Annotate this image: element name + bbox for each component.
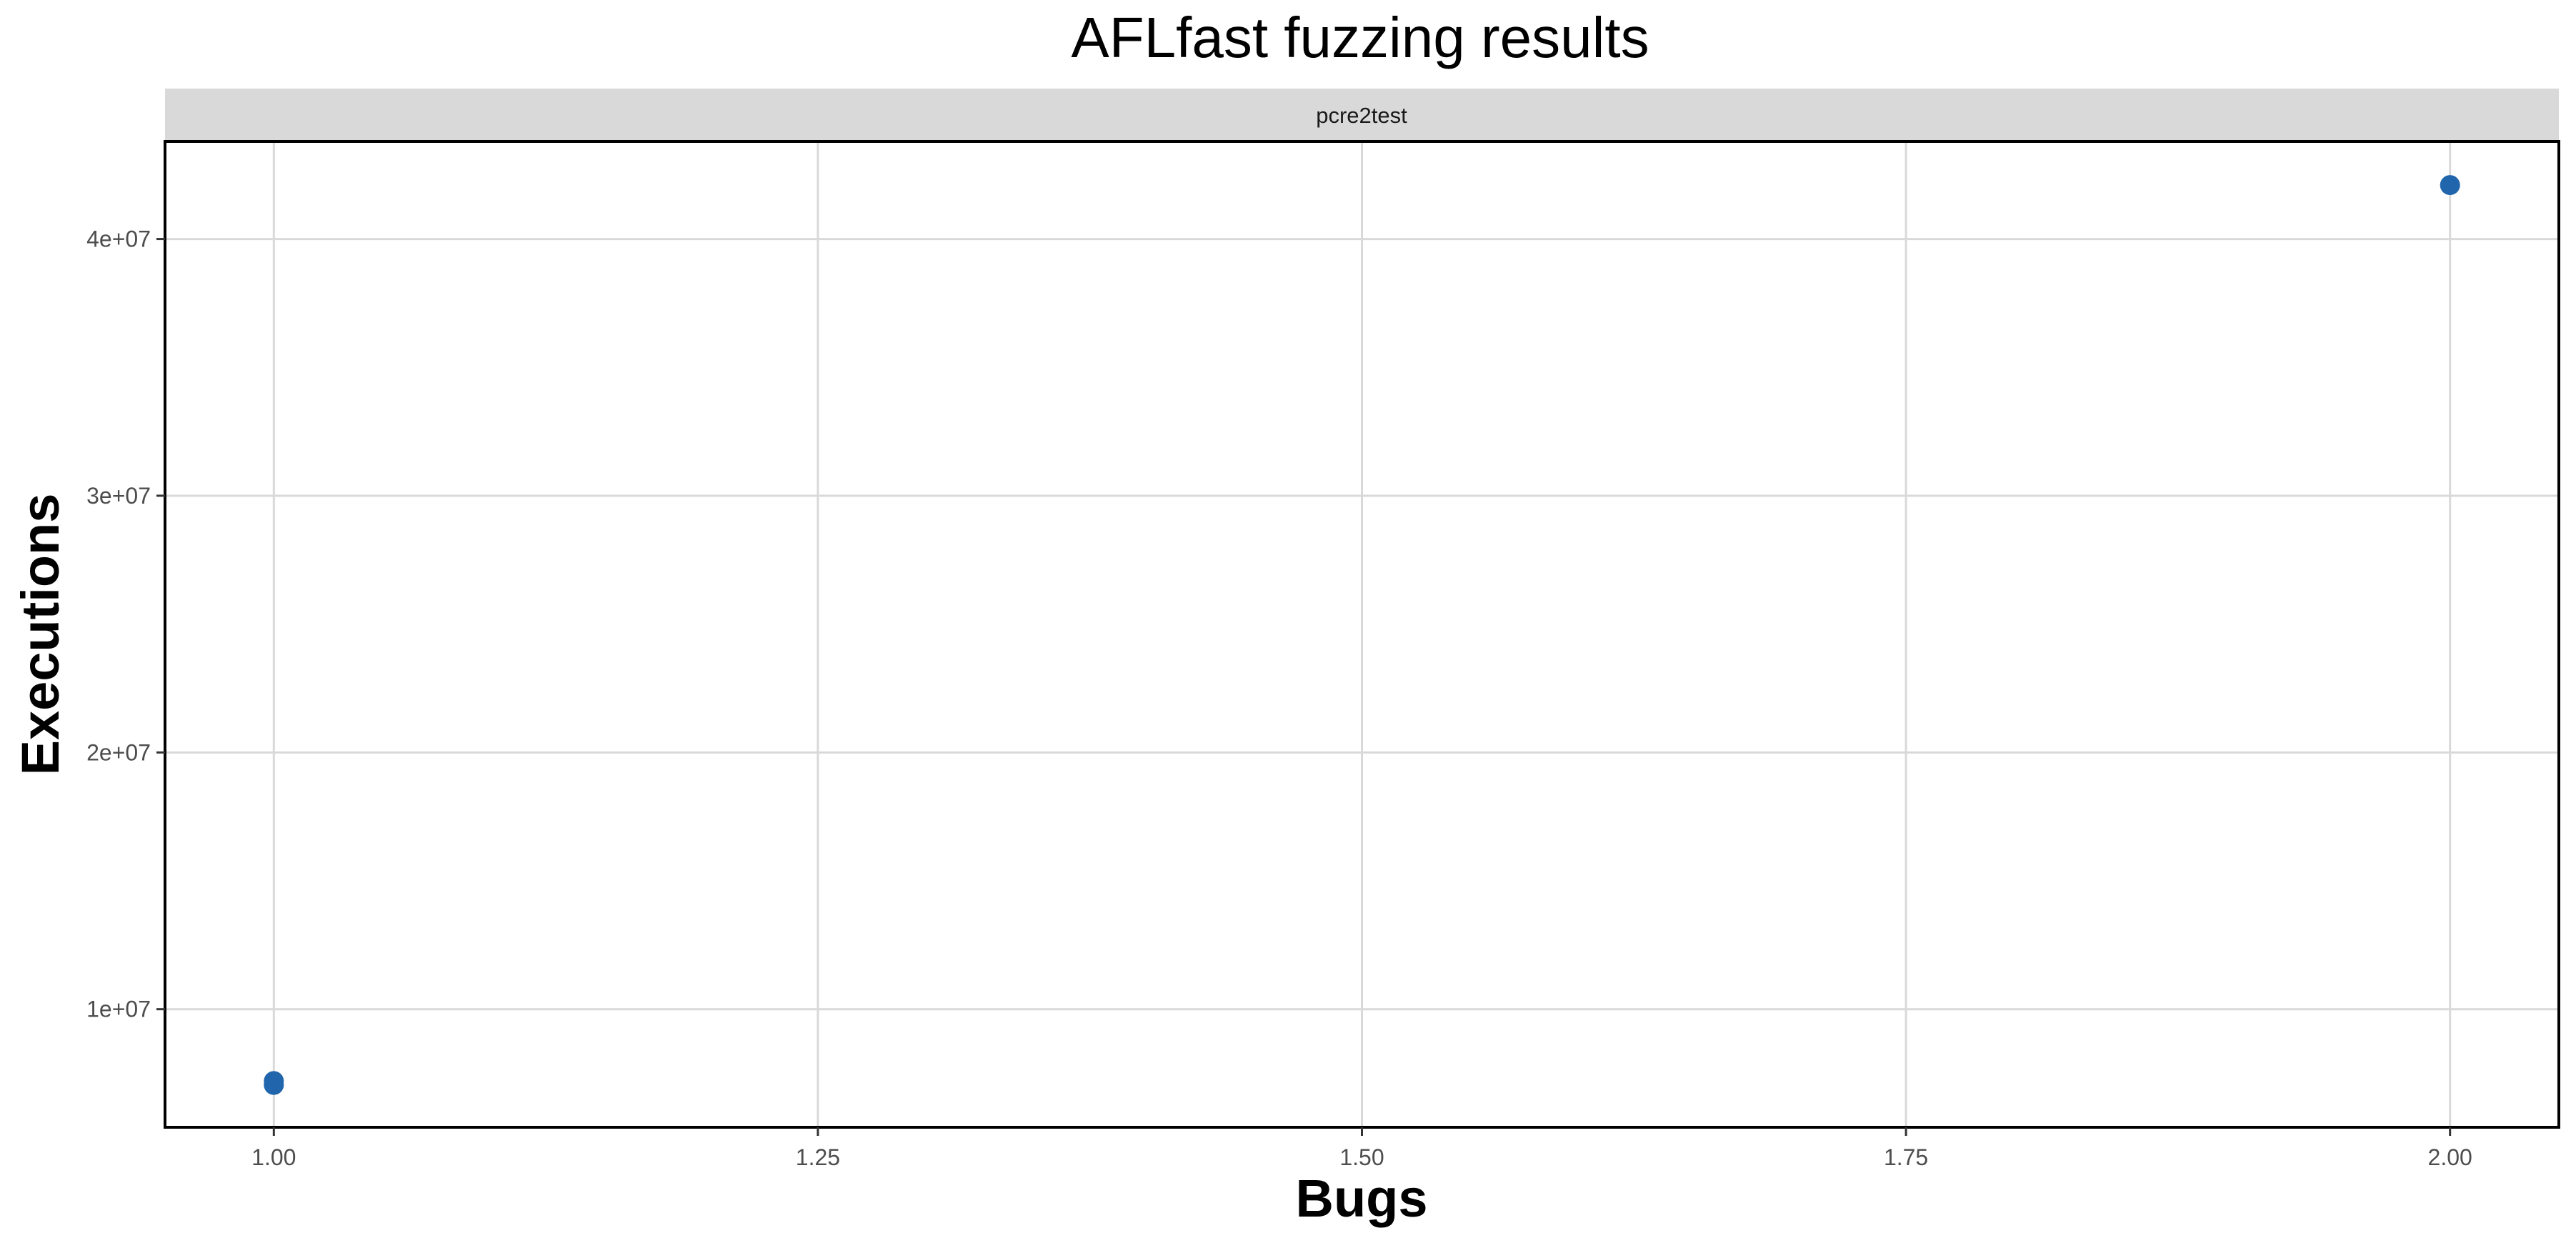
x-tick-label-4: 2.00 <box>2428 1144 2472 1170</box>
y-axis-title: Executions <box>11 494 70 776</box>
data-point-0-2 <box>2440 175 2460 196</box>
y-tick-label-3: 4e+07 <box>86 226 151 252</box>
facet-strip <box>165 89 2559 140</box>
x-tick-label-1: 1.25 <box>796 1144 840 1170</box>
axes: 1.00 1.25 1.50 1.75 2.00 1e+07 2e+07 3e+07 4e+07 <box>86 226 2472 1170</box>
y-tick-label-1: 2e+07 <box>86 739 151 765</box>
x-tick-label-3: 1.75 <box>1884 1144 1928 1170</box>
gridlines <box>165 141 2559 1127</box>
data-point-0-1 <box>264 1071 284 1092</box>
y-tick-label-2: 3e+07 <box>86 483 151 509</box>
data-points <box>264 175 2460 1095</box>
x-tick-label-0: 1.00 <box>251 1144 296 1170</box>
x-axis-title: Bugs <box>1296 1169 1428 1228</box>
facet-strip-label: pcre2test <box>1316 103 1407 128</box>
x-tick-label-2: 1.50 <box>1339 1144 1384 1170</box>
y-tick-label-0: 1e+07 <box>86 997 151 1022</box>
chart-title: AFLfast fuzzing results <box>1071 6 1649 69</box>
